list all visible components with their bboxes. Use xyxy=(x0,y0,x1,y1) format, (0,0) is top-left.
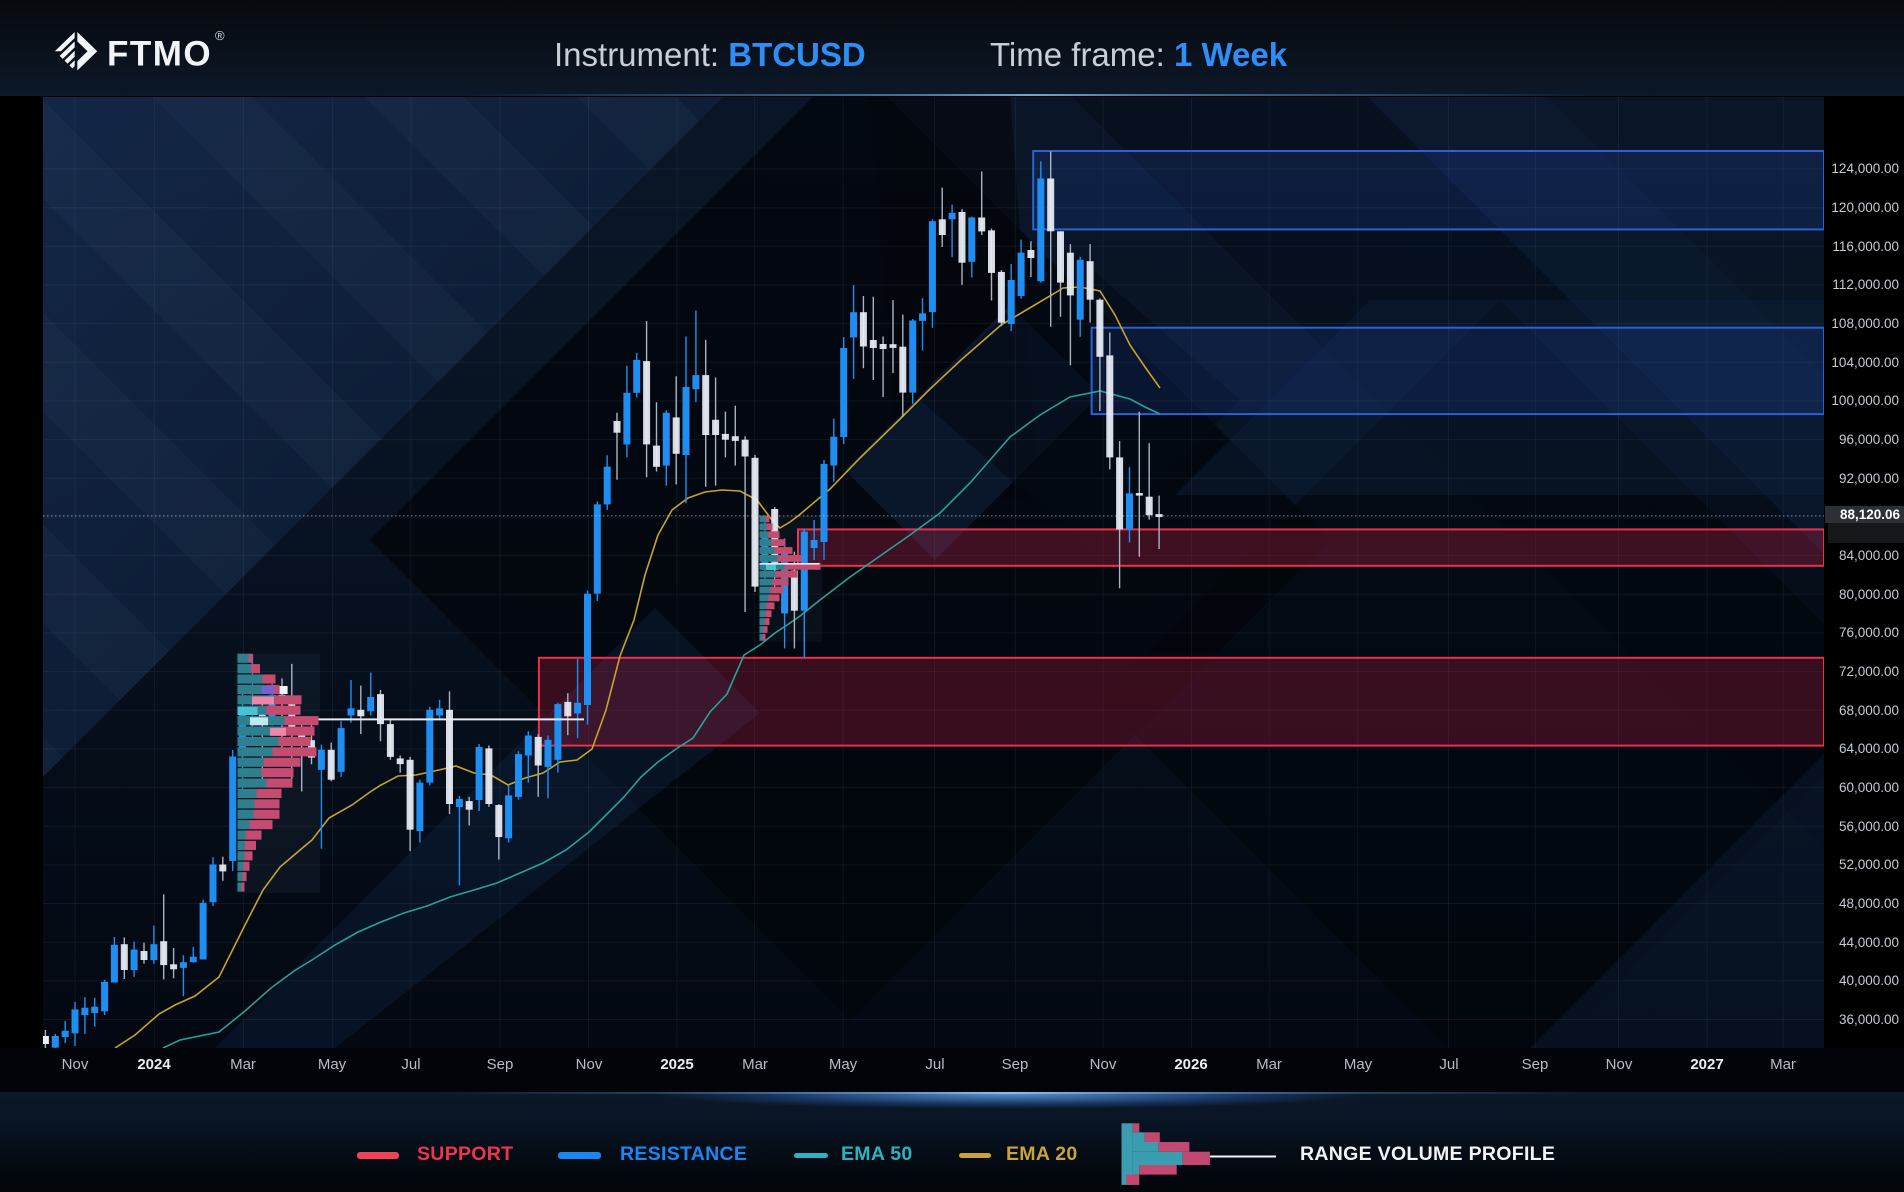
svg-text:®: ® xyxy=(215,28,225,43)
svg-text:FTMO: FTMO xyxy=(107,35,212,74)
